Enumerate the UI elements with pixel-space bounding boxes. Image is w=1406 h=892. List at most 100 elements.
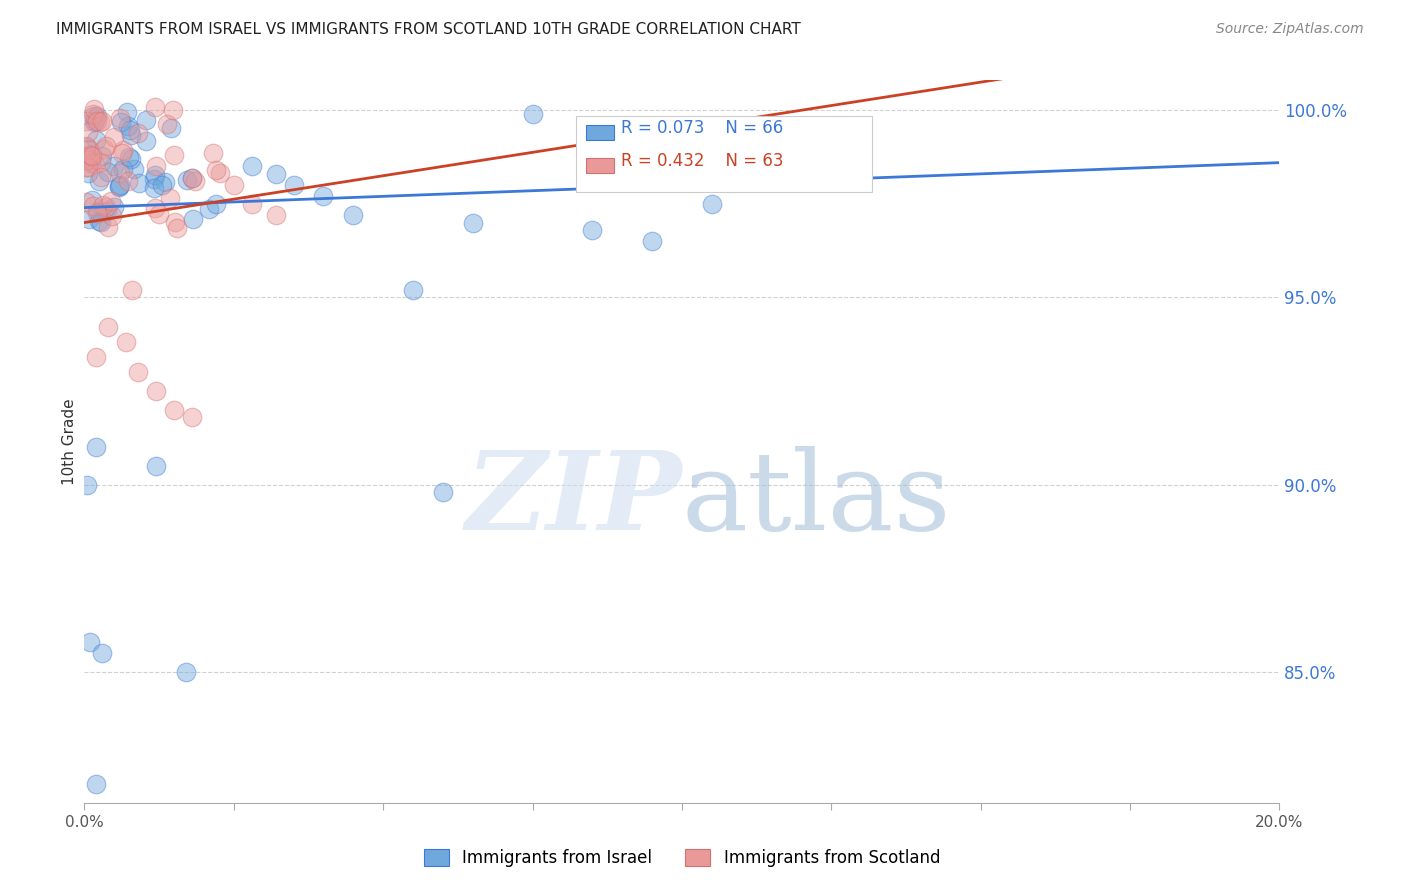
Point — [76, 150, 98, 164]
Point — [97, 164, 120, 178]
Point — [240, 160, 263, 174]
Point — [93, 204, 115, 219]
Point — [115, 335, 138, 350]
Point — [432, 485, 454, 500]
Point — [86, 351, 108, 365]
Point — [108, 178, 131, 193]
Point — [75, 114, 97, 128]
Point — [103, 159, 125, 173]
Point — [165, 215, 187, 229]
Point — [159, 120, 181, 135]
Point — [159, 191, 181, 205]
Point — [91, 114, 114, 128]
Point — [86, 440, 108, 454]
Point — [522, 107, 544, 121]
Point — [77, 212, 100, 227]
Point — [145, 160, 167, 174]
Point — [181, 410, 204, 425]
Point — [75, 195, 97, 210]
Point — [312, 189, 335, 203]
Point — [145, 100, 167, 114]
Point — [240, 196, 263, 211]
Point — [87, 204, 110, 219]
Point — [145, 384, 167, 398]
Point — [86, 205, 108, 219]
Y-axis label: 10th Grade: 10th Grade — [62, 398, 77, 485]
Point — [83, 103, 105, 117]
Point — [143, 172, 166, 186]
Point — [82, 199, 104, 213]
Point — [89, 174, 111, 188]
Point — [110, 111, 132, 125]
Point — [82, 193, 104, 207]
Point — [110, 115, 132, 129]
Point — [79, 148, 101, 162]
Point — [97, 220, 120, 235]
Point — [84, 112, 107, 126]
Point — [103, 200, 125, 214]
Point — [117, 174, 139, 188]
Point — [166, 221, 188, 235]
Point — [83, 113, 105, 128]
Point — [181, 170, 204, 185]
Point — [90, 149, 112, 163]
Point — [89, 114, 111, 128]
Point — [93, 142, 115, 156]
Point — [155, 175, 177, 189]
Point — [201, 146, 224, 161]
Point — [222, 178, 245, 193]
Point — [143, 201, 166, 215]
Point — [135, 113, 157, 128]
Point — [89, 213, 111, 227]
Text: ZIP: ZIP — [465, 446, 682, 553]
Point — [86, 777, 108, 791]
Text: R = 0.073    N = 66: R = 0.073 N = 66 — [621, 120, 783, 137]
Point — [181, 170, 204, 185]
Point — [79, 635, 101, 649]
Point — [150, 178, 173, 193]
Point — [91, 646, 114, 660]
Point — [86, 132, 108, 146]
Point — [162, 103, 184, 118]
Point — [127, 365, 149, 379]
Point — [342, 208, 364, 222]
Point — [264, 208, 287, 222]
Point — [83, 157, 105, 171]
Point — [700, 196, 723, 211]
Text: atlas: atlas — [682, 446, 952, 553]
Point — [100, 194, 122, 208]
Point — [127, 126, 149, 140]
Point — [94, 200, 117, 214]
Point — [402, 283, 425, 297]
Point — [283, 178, 305, 192]
Point — [118, 122, 141, 136]
Point — [641, 234, 664, 248]
Point — [79, 142, 101, 156]
Point — [86, 109, 108, 123]
Point — [108, 179, 131, 194]
Point — [111, 145, 134, 160]
Point — [96, 139, 118, 153]
Point — [128, 176, 150, 190]
Point — [121, 283, 143, 297]
Point — [122, 161, 145, 176]
Point — [75, 139, 97, 153]
Point — [76, 153, 98, 168]
Point — [120, 153, 142, 167]
Point — [108, 180, 131, 194]
Point — [82, 107, 104, 121]
Point — [96, 203, 118, 218]
Point — [76, 160, 98, 174]
Point — [76, 160, 98, 174]
Text: Source: ZipAtlas.com: Source: ZipAtlas.com — [1216, 22, 1364, 37]
Point — [184, 174, 207, 188]
Point — [97, 320, 120, 334]
Point — [205, 163, 228, 178]
Point — [205, 196, 228, 211]
Point — [90, 169, 112, 184]
Point — [581, 223, 603, 237]
Point — [148, 207, 170, 221]
Point — [143, 181, 166, 195]
Point — [117, 119, 139, 133]
Legend: Immigrants from Israel, Immigrants from Scotland: Immigrants from Israel, Immigrants from … — [423, 848, 941, 867]
